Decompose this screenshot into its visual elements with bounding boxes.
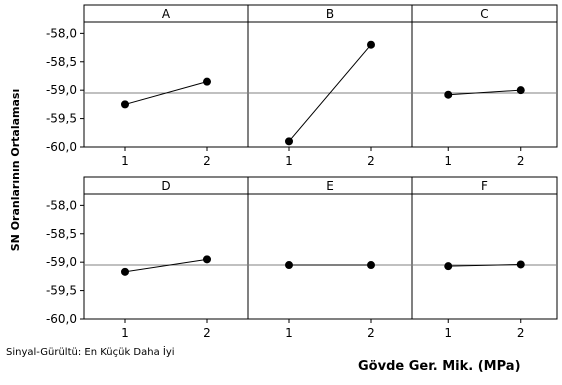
y-tick-label: -59,0	[46, 83, 77, 97]
x-tick-label: 2	[517, 326, 525, 340]
data-point-d-2	[203, 255, 211, 264]
panel-title-f: F	[481, 179, 488, 193]
y-tick-label: -58,5	[46, 227, 77, 241]
panel-title-b: B	[326, 7, 334, 21]
x-axis-label: Gövde Ger. Mik. (MPa)	[358, 359, 521, 374]
data-point-c-1	[444, 90, 453, 99]
x-tick-label: 1	[444, 154, 452, 168]
data-point-c-2	[516, 86, 525, 95]
panel-title-c: C	[480, 7, 488, 21]
series-line-d	[124, 258, 208, 273]
x-tick-label: 2	[367, 326, 375, 340]
x-tick-label: 1	[444, 326, 452, 340]
y-tick-label: -58,0	[46, 26, 77, 40]
x-tick-label: 2	[203, 326, 211, 340]
panel-title-e: E	[326, 179, 334, 193]
y-tick-label: -58,5	[46, 55, 77, 69]
x-tick-label: 1	[285, 154, 293, 168]
series-line-b	[288, 44, 372, 142]
x-tick-label: 1	[121, 154, 129, 168]
y-tick-label: -60,0	[46, 312, 77, 326]
series-line-f	[448, 263, 521, 267]
data-point-d-1	[121, 267, 129, 276]
y-tick-label: -58,0	[46, 198, 77, 212]
y-tick-label: -59,5	[46, 284, 77, 298]
data-point-a-1	[121, 100, 129, 109]
footnote: Sinyal-Gürültü: En Küçük Daha İyi	[6, 347, 175, 358]
panel-title-a: A	[162, 7, 171, 21]
y-tick-label: -59,0	[46, 255, 77, 269]
data-point-e-1	[285, 261, 293, 270]
panel-row-frame	[83, 176, 558, 320]
x-tick-label: 2	[517, 154, 525, 168]
data-point-e-2	[367, 261, 375, 270]
data-point-f-1	[444, 262, 453, 271]
y-axis-label: SN Oranlarının Ortalaması	[9, 89, 22, 252]
data-point-b-1	[285, 137, 293, 146]
y-tick-label: -60,0	[46, 140, 77, 154]
x-tick-label: 1	[285, 326, 293, 340]
data-point-a-2	[203, 77, 211, 86]
data-point-f-2	[516, 260, 525, 269]
series-line-c	[448, 89, 521, 96]
series-line-a	[124, 81, 208, 105]
x-tick-label: 2	[203, 154, 211, 168]
y-tick-label: -59,5	[46, 112, 77, 126]
panel-row-frame	[83, 4, 558, 148]
panel-title-d: D	[161, 179, 170, 193]
x-tick-label: 2	[367, 154, 375, 168]
data-point-b-2	[367, 40, 375, 49]
x-tick-label: 1	[121, 326, 129, 340]
